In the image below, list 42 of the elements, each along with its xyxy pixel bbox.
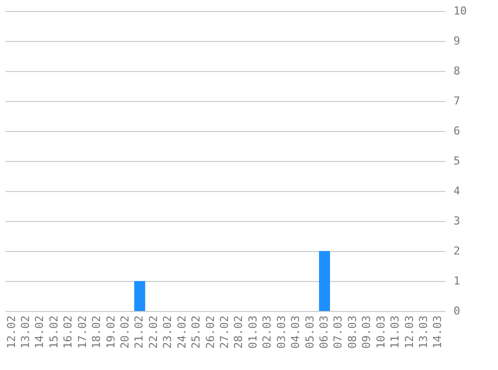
x-tick-label: 12.03 <box>402 316 416 349</box>
x-tick-label: 19.02 <box>104 316 118 349</box>
x-tick-label: 16.02 <box>62 316 75 349</box>
x-tick-label: 15.02 <box>47 316 60 349</box>
y-tick-label: 1 <box>454 274 460 288</box>
x-tick-label: 07.03 <box>332 316 345 349</box>
x-tick-label: 24.02 <box>175 316 188 349</box>
x-tick-label: 21.02 <box>132 316 146 349</box>
y-tick-label: 6 <box>454 124 460 138</box>
x-tick-label: 03.03 <box>274 316 288 349</box>
y-tick-label: 2 <box>454 244 460 258</box>
x-tick-label: 20.02 <box>118 316 132 349</box>
x-tick-label: 18.02 <box>90 316 104 349</box>
x-tick-label: 13.03 <box>417 316 430 349</box>
x-tick-label: 09.03 <box>360 316 374 349</box>
x-tick-label: 04.03 <box>289 316 302 349</box>
x-tick-label: 10.03 <box>374 316 388 349</box>
y-tick-label: 8 <box>454 64 460 78</box>
x-tick-label: 14.02 <box>33 316 46 349</box>
x-tick-label: 12.02 <box>4 316 18 349</box>
y-tick-label: 0 <box>454 304 460 318</box>
y-tick-label: 4 <box>454 184 460 198</box>
x-tick-label: 28.02 <box>232 316 246 349</box>
x-tick-label: 27.02 <box>218 316 231 349</box>
x-tick-label: 22.02 <box>146 316 160 349</box>
x-tick-label: 06.03 <box>318 316 331 349</box>
x-tick-label: 13.02 <box>18 316 32 349</box>
x-tick-label: 08.03 <box>346 316 359 349</box>
x-tick-label: 26.02 <box>204 316 217 349</box>
x-tick-label: 25.02 <box>190 316 203 349</box>
x-tick-label: 23.02 <box>161 316 174 349</box>
y-tick-label: 7 <box>454 94 460 108</box>
y-tick-label: 9 <box>454 34 460 48</box>
y-tick-label: 3 <box>454 214 460 228</box>
y-tick-label: 10 <box>454 4 467 18</box>
x-tick-label: 05.03 <box>303 316 316 349</box>
x-tick-label: 11.03 <box>388 316 402 349</box>
x-tick-label: 17.02 <box>76 316 89 349</box>
x-tick-label: 02.03 <box>260 316 274 349</box>
x-tick-label: 14.03 <box>431 316 444 349</box>
y-tick-label: 5 <box>454 154 460 168</box>
x-tick-label: 01.03 <box>246 316 260 349</box>
